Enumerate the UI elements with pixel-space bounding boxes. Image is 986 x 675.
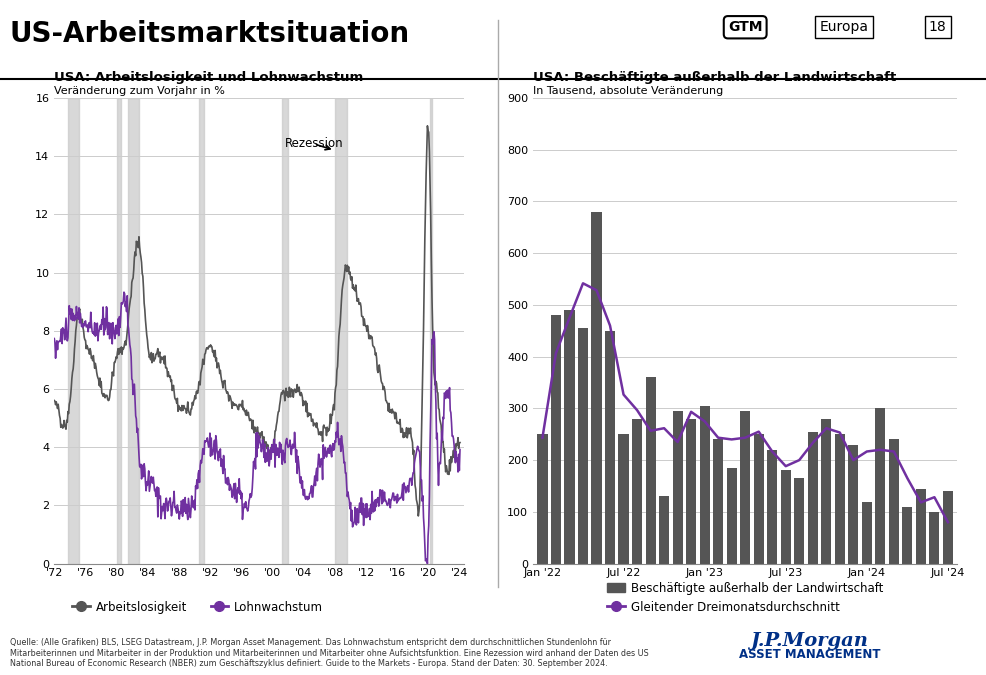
Bar xyxy=(861,502,871,564)
Bar xyxy=(699,406,709,564)
Bar xyxy=(685,418,695,564)
Bar xyxy=(659,496,669,564)
Text: GTM: GTM xyxy=(728,20,761,34)
Legend: Arbeitslosigkeit, Lohnwachstum: Arbeitslosigkeit, Lohnwachstum xyxy=(67,596,327,618)
Text: USA: Beschäftigte außerhalb der Landwirtschaft: USA: Beschäftigte außerhalb der Landwirt… xyxy=(532,72,895,84)
Bar xyxy=(766,450,777,564)
Bar xyxy=(430,98,432,564)
Text: Quelle: (Alle Grafiken) BLS, LSEG Datastream, J.P. Morgan Asset Management. Das : Quelle: (Alle Grafiken) BLS, LSEG Datast… xyxy=(10,639,648,668)
Bar xyxy=(888,439,898,564)
Bar xyxy=(68,98,79,564)
Text: Europa: Europa xyxy=(818,20,868,34)
Bar xyxy=(847,445,858,564)
Bar xyxy=(618,434,628,564)
Bar xyxy=(198,98,204,564)
Bar xyxy=(753,434,763,564)
Bar xyxy=(820,418,830,564)
Bar xyxy=(834,434,844,564)
Bar xyxy=(116,98,120,564)
Bar xyxy=(942,491,952,564)
Text: USA: Arbeitslosigkeit und Lohnwachstum: USA: Arbeitslosigkeit und Lohnwachstum xyxy=(54,72,363,84)
Text: ASSET MANAGEMENT: ASSET MANAGEMENT xyxy=(738,649,880,662)
Text: Veränderung zum Vorjahr in %: Veränderung zum Vorjahr in % xyxy=(54,86,225,96)
Bar xyxy=(875,408,884,564)
Bar xyxy=(740,411,749,564)
Bar xyxy=(536,434,547,564)
Bar xyxy=(915,489,925,564)
Bar xyxy=(671,411,682,564)
Text: 18: 18 xyxy=(928,20,946,34)
Bar xyxy=(794,478,804,564)
Bar xyxy=(128,98,139,564)
Bar xyxy=(929,512,939,564)
Bar xyxy=(604,331,614,564)
Bar xyxy=(807,432,817,564)
Text: J.P.Morgan: J.P.Morgan xyxy=(749,632,868,650)
Bar xyxy=(550,315,560,564)
Bar xyxy=(578,328,588,564)
Text: US-Arbeitsmarktsituation: US-Arbeitsmarktsituation xyxy=(10,20,409,48)
Bar xyxy=(780,470,790,564)
Text: Rezession: Rezession xyxy=(284,137,343,151)
Bar xyxy=(334,98,346,564)
Legend: Beschäftigte außerhalb der Landwirtschaft, Gleitender Dreimonatsdurchschnitt: Beschäftigte außerhalb der Landwirtschaf… xyxy=(601,577,887,618)
Bar xyxy=(282,98,288,564)
Bar xyxy=(564,310,574,564)
Text: In Tausend, absolute Veränderung: In Tausend, absolute Veränderung xyxy=(532,86,723,96)
Bar xyxy=(591,212,600,564)
Bar xyxy=(726,468,736,564)
Bar xyxy=(645,377,655,564)
Bar xyxy=(631,418,642,564)
Bar xyxy=(712,439,723,564)
Bar xyxy=(901,507,911,564)
